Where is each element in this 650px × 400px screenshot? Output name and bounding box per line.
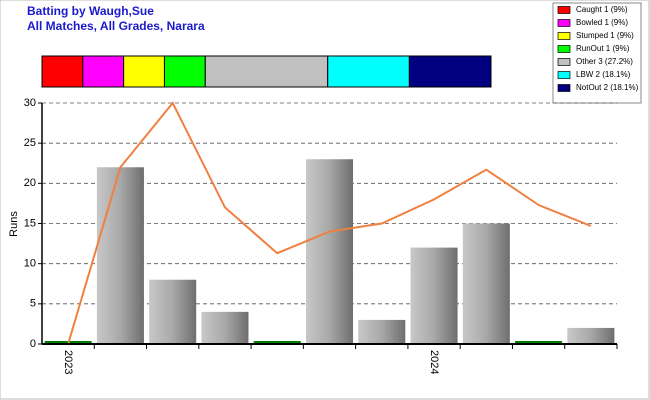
legend-swatch	[557, 84, 571, 92]
line	[67, 101, 592, 345]
legend-swatch	[557, 6, 571, 14]
dismissal-segment	[41, 55, 84, 88]
dismissal-segment	[163, 55, 206, 88]
legend-swatch	[557, 19, 571, 27]
legend-swatch	[557, 71, 571, 79]
legend-label: LBW 2 (18.1%)	[576, 70, 631, 79]
y-tick-label: 15	[24, 217, 36, 229]
bar	[567, 327, 615, 344]
bar	[462, 223, 510, 344]
chart-subtitle: All Matches, All Grades, Narara	[27, 19, 205, 33]
x-tick-label: 2024	[428, 350, 440, 374]
y-axis-label: Runs	[8, 211, 20, 237]
legend-label: Caught 1 (9%)	[576, 5, 628, 14]
y-tick-label: 5	[30, 298, 36, 310]
y-tick-label: 0	[30, 338, 36, 350]
bar	[253, 341, 301, 344]
legend-swatch	[557, 45, 571, 53]
y-tick-label: 10	[24, 258, 36, 270]
legend-swatch	[557, 58, 571, 66]
x-tick-label: 2023	[62, 350, 74, 374]
legend-label: Stumped 1 (9%)	[576, 31, 634, 40]
y-tick-label: 25	[24, 137, 36, 149]
bar	[515, 341, 563, 344]
dismissal-segment	[82, 55, 125, 88]
y-tick-label: 30	[24, 97, 36, 109]
bar	[410, 247, 458, 344]
dismissal-segment	[123, 55, 165, 88]
legend-label: Bowled 1 (9%)	[576, 18, 628, 27]
dismissal-segment	[204, 55, 329, 88]
legend-swatch	[557, 32, 571, 40]
bar	[149, 279, 197, 344]
dismissal-segment	[408, 55, 492, 88]
y-tick-label: 20	[24, 177, 36, 189]
chart-title: Batting by Waugh,Sue	[27, 4, 154, 18]
bar	[201, 311, 249, 344]
bar	[358, 319, 406, 344]
legend-label: RunOut 1 (9%)	[576, 44, 630, 53]
legend-label: NotOut 2 (18.1%)	[576, 83, 639, 92]
legend-label: Other 3 (27.2%)	[576, 57, 633, 66]
bar	[96, 167, 144, 344]
bar	[305, 159, 354, 344]
dismissal-segment	[327, 55, 410, 88]
